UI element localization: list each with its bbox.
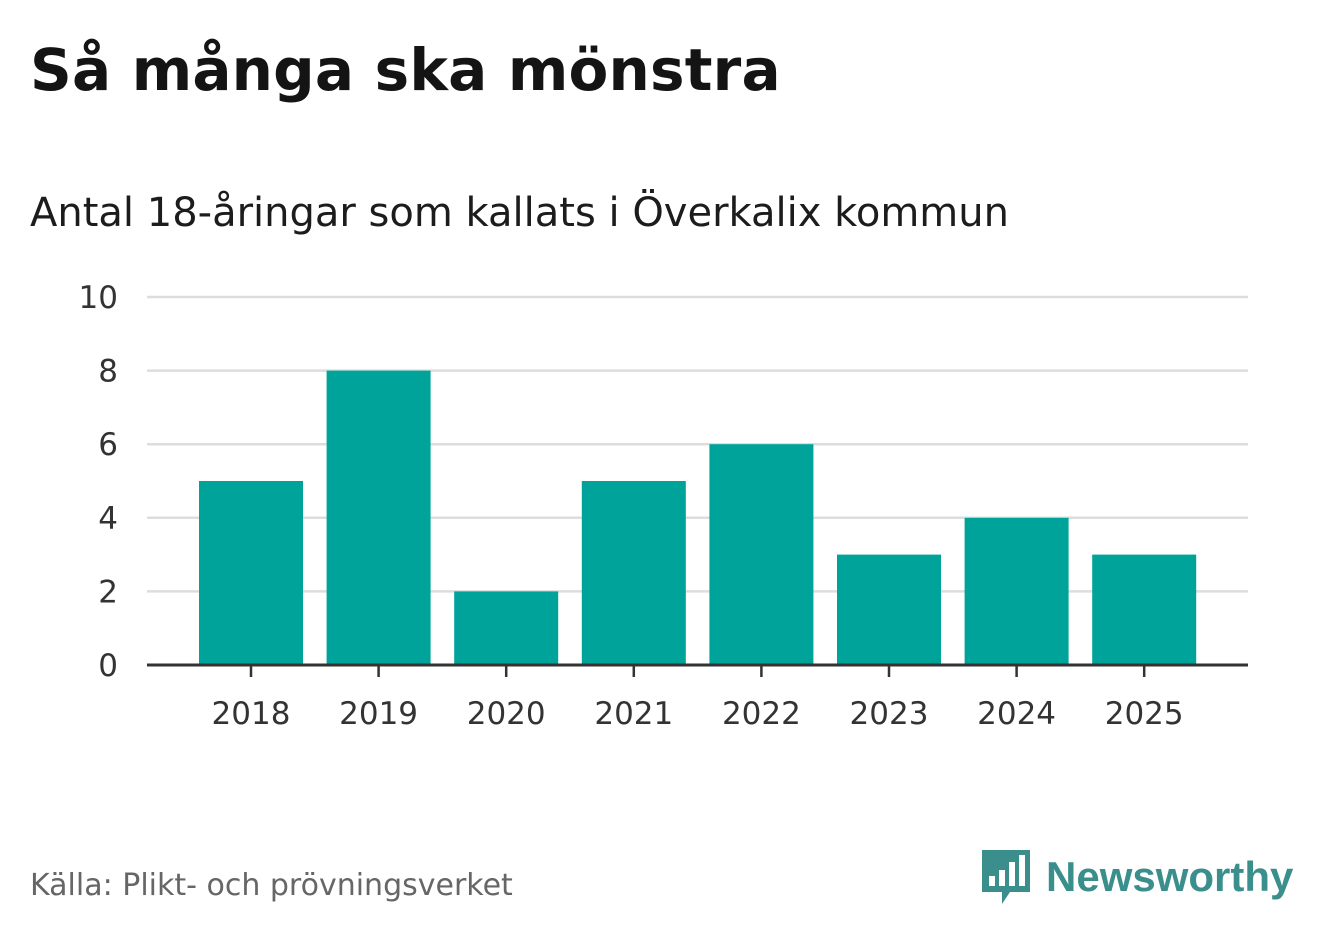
- bar-2022: [709, 444, 814, 665]
- bar-2020: [454, 591, 559, 665]
- bar-2023: [837, 554, 941, 665]
- x-tick-label: 2018: [212, 696, 291, 732]
- x-tick-label: 2020: [467, 696, 546, 732]
- bar-2024: [964, 517, 1069, 665]
- y-tick-label: 2: [98, 574, 118, 610]
- x-tick-label: 2019: [339, 696, 418, 732]
- y-tick-label: 10: [79, 280, 118, 316]
- x-tick-labels: 2018 2019 2020 2021 2022 2023 2024 2025: [212, 696, 1184, 732]
- y-tick-label: 0: [98, 648, 118, 684]
- x-axis: [147, 663, 1248, 677]
- x-tick-label: 2022: [722, 696, 801, 732]
- bar-2021: [581, 481, 686, 665]
- bar-2018: [199, 481, 303, 665]
- y-tick-label: 8: [98, 354, 118, 390]
- bar-2019: [326, 370, 431, 665]
- chart-subtitle: Antal 18-åringar som kallats i Överkalix…: [30, 190, 1009, 236]
- y-tick-label: 6: [98, 427, 118, 463]
- grid-lines: [147, 295, 1248, 593]
- chart-title: Så många ska mönstra: [30, 36, 781, 104]
- y-tick-labels: 0 2 4 6 8 10: [79, 280, 118, 684]
- x-tick-label: 2024: [977, 696, 1056, 732]
- brand-name: Newsworthy: [1046, 853, 1294, 900]
- bar-chart: 0 2 4 6 8 10 2018 2019 2020 2021 2022 2023 2024 2025: [79, 280, 1248, 732]
- brand-logo: Newsworthy: [980, 848, 1293, 906]
- y-tick-label: 4: [98, 501, 118, 537]
- bar-chart-speech-bubble-icon: [982, 850, 1030, 904]
- source-note: Källa: Plikt- och prövningsverket: [30, 868, 513, 903]
- x-tick-label: 2023: [850, 696, 929, 732]
- x-tick-label: 2021: [594, 696, 673, 732]
- bars: [199, 370, 1197, 665]
- bar-2025: [1092, 554, 1197, 665]
- x-tick-label: 2025: [1105, 696, 1184, 732]
